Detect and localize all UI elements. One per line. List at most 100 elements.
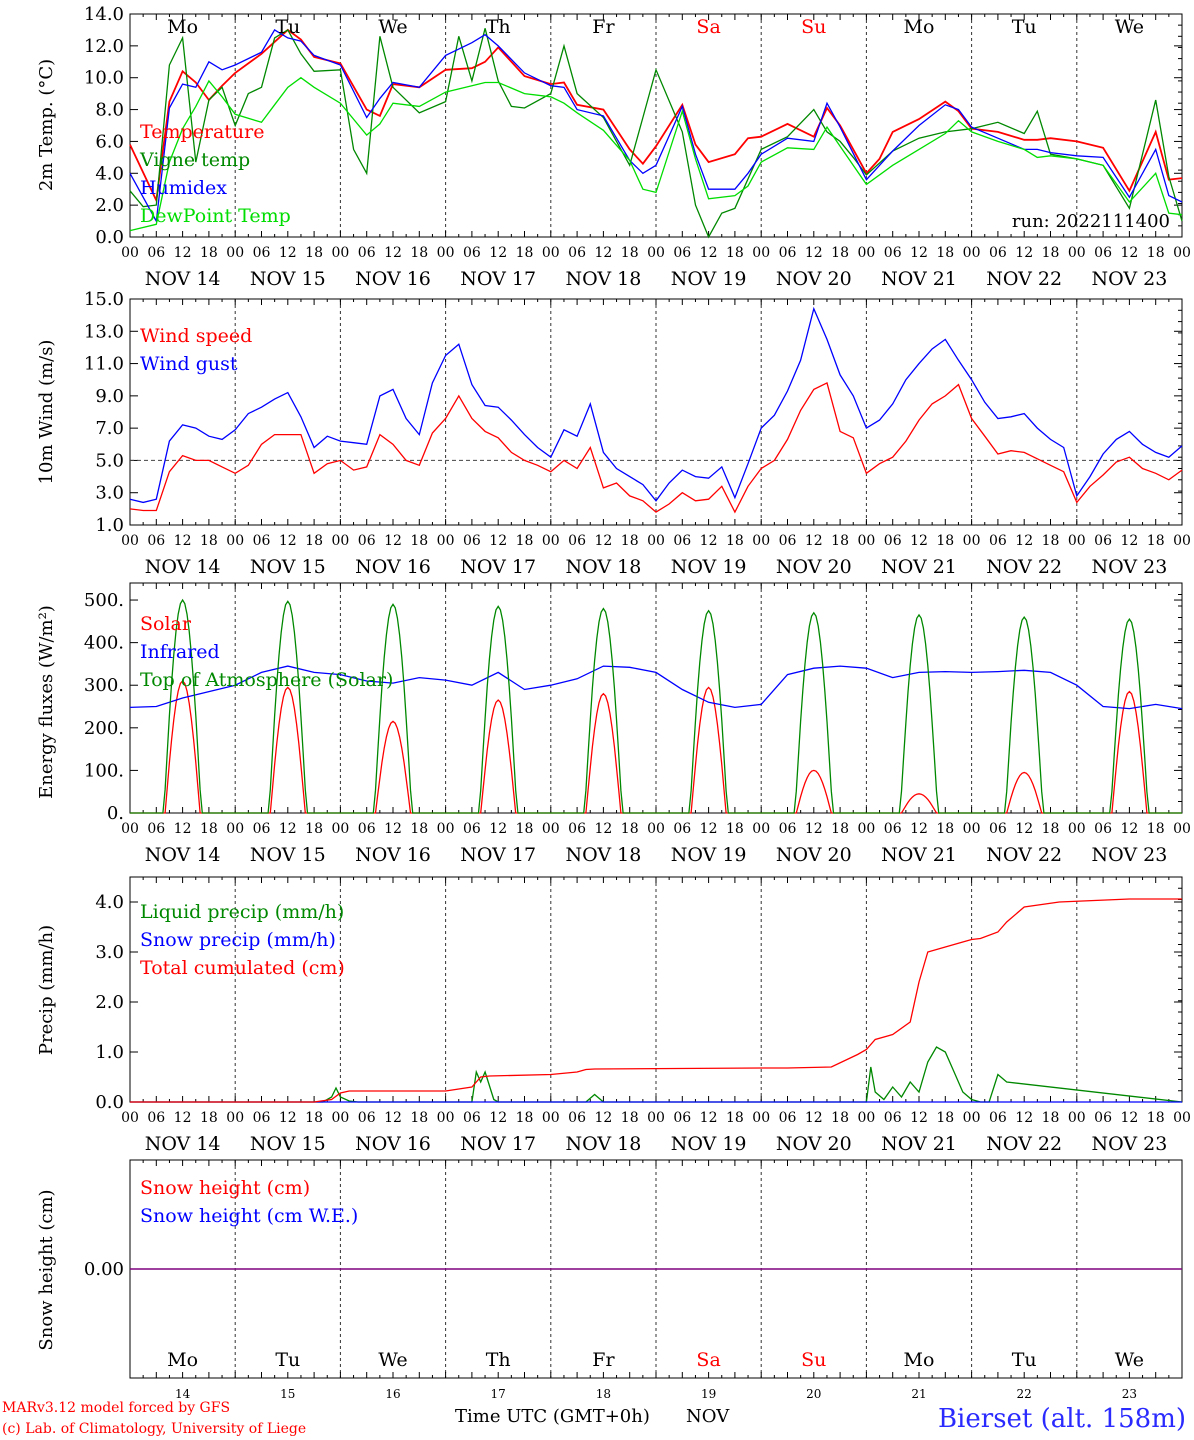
hour-tick-label: 12 [174,533,192,549]
hour-tick-label: 00 [121,1110,139,1126]
date-label: NOV 19 [671,268,747,290]
hour-tick-label: 00 [1068,533,1086,549]
hour-tick-label: 18 [1042,245,1060,261]
day-number: 19 [701,1387,716,1401]
hour-tick-label: 12 [174,821,192,837]
hour-tick-label: 18 [305,533,323,549]
hour-tick-label: 12 [700,821,718,837]
y-tick-label: 400. [84,633,124,654]
y-tick-label: 14.0 [84,4,124,25]
series-line-top-of-atmosphere-solar- [130,598,1182,814]
y-tick-label: 200. [84,718,124,739]
hour-tick-label: 18 [1147,821,1165,837]
hour-tick-label: 12 [1015,533,1033,549]
hour-tick-label: 18 [831,533,849,549]
series-line-wind-speed [129,381,1183,514]
date-label: NOV 16 [355,268,431,290]
hour-tick-label: 18 [936,821,954,837]
hour-tick-label: 12 [910,1110,928,1126]
hour-tick-label: 18 [1147,1110,1165,1126]
hour-tick-label: 06 [568,821,586,837]
hour-tick-label: 18 [621,245,639,261]
hour-tick-label: 12 [1015,245,1033,261]
hour-tick-label: 18 [516,533,534,549]
hour-tick-label: 18 [726,245,744,261]
date-label: NOV 16 [355,1133,431,1155]
hour-tick-label: 00 [752,533,770,549]
date-label: NOV 16 [355,844,431,866]
series-line-infrared [129,665,1183,710]
y-tick-label: 300. [84,675,124,696]
y-axis-label: Snow height (cm) [36,1189,57,1350]
hour-tick-label: 06 [1094,821,1112,837]
y-tick-label: 0. [107,803,124,824]
y-tick-label: 0.00 [84,1259,124,1280]
hour-tick-label: 06 [779,533,797,549]
day-number: 22 [1017,1387,1032,1401]
hour-tick-label: 06 [147,533,165,549]
hour-tick-label: 18 [936,533,954,549]
date-label: NOV 18 [565,556,641,578]
hour-tick-label: 12 [594,533,612,549]
series-line-temperature [129,28,1183,204]
legend-entry: Wind gust [140,353,238,375]
y-axis-label: 10m Wind (m/s) [36,340,57,485]
hour-tick-label: 06 [568,533,586,549]
hour-tick-label: 18 [516,821,534,837]
hour-tick-label: 00 [1068,245,1086,261]
y-tick-label: 9.0 [95,386,124,407]
y-tick-label: 1.0 [95,1042,124,1063]
date-label: NOV 20 [776,1133,852,1155]
hour-tick-label: 12 [174,245,192,261]
date-label: NOV 15 [250,268,326,290]
hour-tick-label: 18 [410,1110,428,1126]
hour-tick-label: 12 [910,245,928,261]
hour-tick-label: 00 [963,821,981,837]
hour-tick-label: 00 [963,1110,981,1126]
hour-tick-label: 00 [542,533,560,549]
y-tick-label: 500. [84,590,124,611]
hour-tick-label: 12 [1120,821,1138,837]
hour-tick-label: 12 [489,821,507,837]
hour-tick-label: 06 [253,245,271,261]
hour-tick-label: 00 [963,533,981,549]
hour-tick-label: 12 [805,821,823,837]
y-tick-label: 4.0 [95,892,124,913]
day-name: Sa [696,1349,720,1371]
day-name: We [378,1349,407,1371]
hour-tick-label: 00 [1173,245,1191,261]
day-number: 21 [911,1387,926,1401]
hour-tick-label: 06 [989,245,1007,261]
y-tick-label: 3.0 [95,483,124,504]
date-label: NOV 18 [565,844,641,866]
date-label: NOV 21 [881,268,957,290]
hour-tick-label: 06 [673,533,691,549]
hour-tick-label: 00 [226,821,244,837]
hour-tick-label: 00 [1068,821,1086,837]
hour-tick-label: 00 [331,1110,349,1126]
date-label: NOV 17 [460,1133,536,1155]
hour-tick-label: 18 [305,821,323,837]
hour-tick-label: 00 [121,533,139,549]
date-label: NOV 18 [565,268,641,290]
hour-tick-label: 18 [621,821,639,837]
day-name: Su [801,16,826,38]
hour-tick-label: 00 [121,245,139,261]
hour-tick-label: 06 [884,533,902,549]
hour-tick-label: 06 [884,821,902,837]
hour-tick-label: 18 [726,821,744,837]
hour-tick-label: 00 [857,533,875,549]
hour-tick-label: 06 [147,1110,165,1126]
hour-tick-label: 12 [594,245,612,261]
day-name: We [378,16,407,38]
date-label: NOV 19 [671,556,747,578]
date-label: NOV 17 [460,844,536,866]
day-name: We [1115,16,1144,38]
hour-tick-label: 12 [279,821,297,837]
hour-tick-label: 00 [226,533,244,549]
date-label: NOV 23 [1091,268,1167,290]
hour-tick-label: 18 [726,533,744,549]
hour-tick-label: 00 [1068,1110,1086,1126]
date-label: NOV 19 [671,1133,747,1155]
